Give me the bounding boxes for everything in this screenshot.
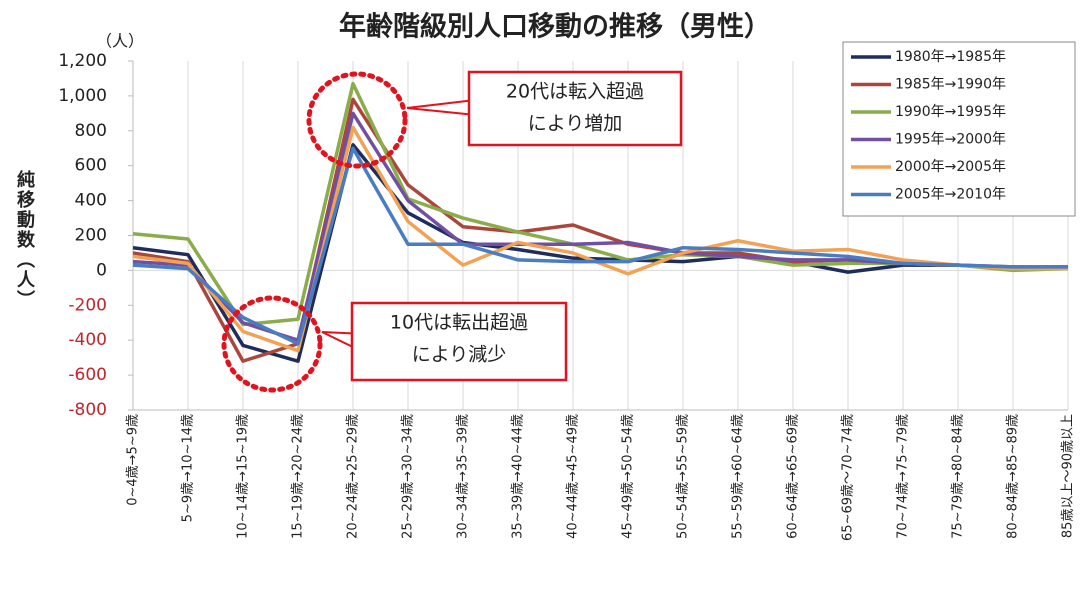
series-line [132,146,1068,346]
x-tick-label: 65~69歳～70~74歳 [841,414,856,541]
x-tick-label: 15~19歳→20~24歳 [291,414,306,539]
x-tick-label: 20~24歳→25~29歳 [346,414,361,539]
x-tick-label: 30~34歳→35~39歳 [456,414,471,539]
callout-text: 20代は転入超過 [506,81,644,103]
x-tick-label: 85歳以上～90歳以上 [1061,414,1076,538]
x-tick-label: 70~74歳→75~79歳 [896,414,911,539]
callout-pointer [321,331,355,350]
y-axis-label: 純移動数（人） [14,169,35,310]
x-tick-label: 55~59歳→60~64歳 [731,414,746,539]
y-tick-label: 600 [75,156,107,176]
chart-title: 年齢階級別人口移動の推移（男性） [339,11,771,43]
legend-label: 2000年→2005年 [895,159,1006,175]
y-tick-label: 400 [75,191,107,211]
callout-text: により増加 [528,113,623,135]
legend-label: 1995年→2000年 [895,132,1006,148]
highlight-circle [221,295,323,393]
x-tick-label: 5~9歳→10~14歳 [181,414,196,522]
x-tick-label: 75~79歳→80~84歳 [951,414,966,539]
legend-label: 2005年→2010年 [895,187,1006,203]
callout-text: により減少 [412,344,507,366]
x-tick-label: 80~84歳→85~89歳 [1006,414,1021,539]
y-tick-label: 1,000 [58,86,107,106]
x-tick-label: 25~29歳→30~34歳 [401,414,416,539]
x-tick-label: 40~44歳→45~49歳 [566,414,581,539]
legend-label: 1980年→1985年 [895,49,1006,65]
x-tick-label: 10~14歳→15~19歳 [236,414,251,539]
y-tick-label: 0 [96,260,107,280]
legend-label: 1985年→1990年 [895,77,1006,93]
x-tick-label: 35~39歳→40~44歳 [511,414,526,539]
x-tick-label: 50~54歳→55~59歳 [676,414,691,539]
callout-box [350,301,568,382]
x-tick-label: 60~64歳→65~69歳 [786,414,801,539]
legend-box [842,41,1076,217]
x-tick-label: 0~4歳→5~9歳 [126,414,141,506]
y-tick-label: -400 [68,330,107,350]
unit-label: （人） [96,32,144,51]
legend-label: 1990年→1995年 [895,104,1006,120]
y-tick-label: 800 [75,121,107,141]
callout-box [467,70,683,147]
callout-pointer [406,99,472,116]
callout-text: 10代は転出超過 [390,312,528,334]
y-tick-label: -200 [68,295,107,315]
y-tick-label: 1,200 [58,51,107,71]
x-tick-label: 45~49歳→50~54歳 [621,414,636,539]
y-tick-label: -800 [68,400,107,420]
highlight-circle [306,71,408,169]
y-tick-label: -600 [68,365,107,385]
y-tick-label: 200 [75,226,107,246]
